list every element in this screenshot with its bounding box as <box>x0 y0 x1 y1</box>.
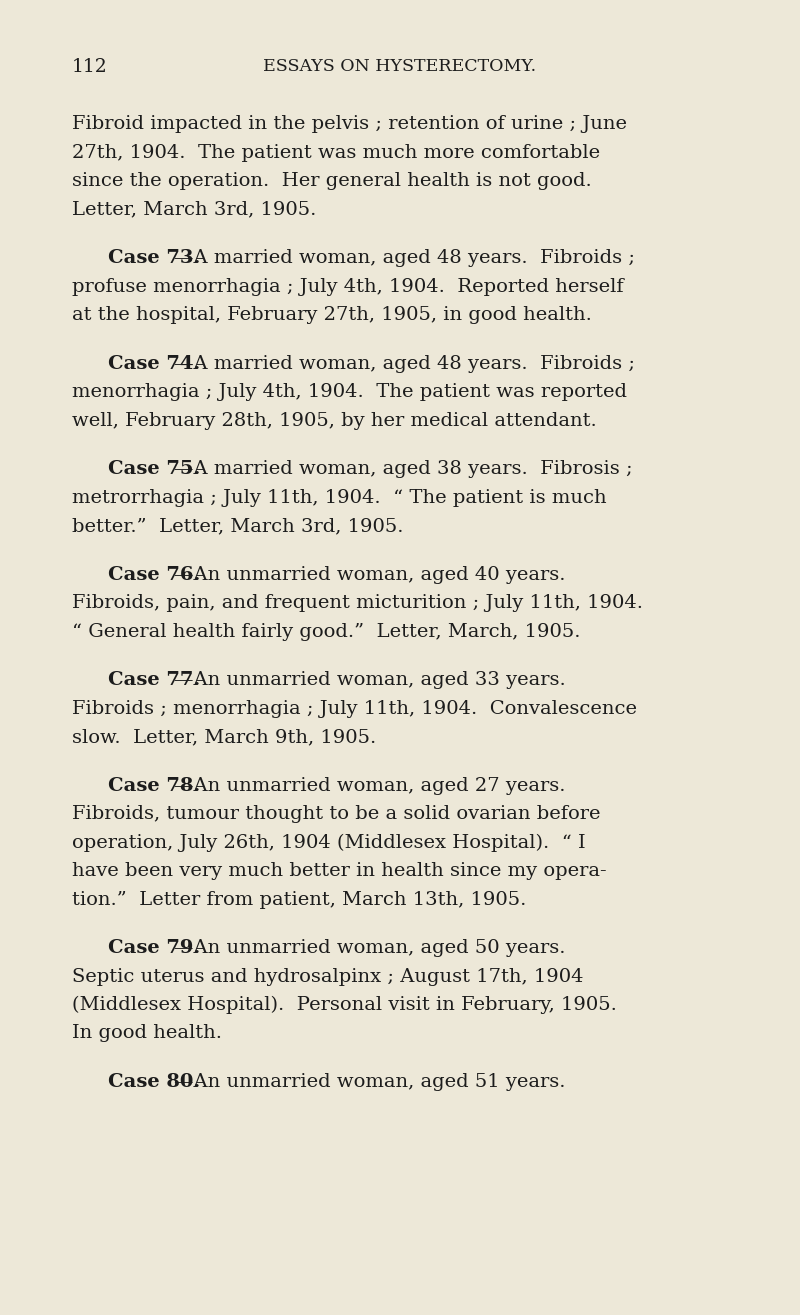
Text: since the operation.  Her general health is not good.: since the operation. Her general health … <box>72 172 592 189</box>
Text: profuse menorrhagia ; July 4th, 1904.  Reported herself: profuse menorrhagia ; July 4th, 1904. Re… <box>72 277 624 296</box>
Text: Case 76.: Case 76. <box>108 565 200 584</box>
Text: at the hospital, February 27th, 1905, in good health.: at the hospital, February 27th, 1905, in… <box>72 306 592 323</box>
Text: tion.”  Letter from patient, March 13th, 1905.: tion.” Letter from patient, March 13th, … <box>72 890 526 909</box>
Text: Case 77.: Case 77. <box>108 671 200 689</box>
Text: Case 80.: Case 80. <box>108 1073 200 1091</box>
Text: Fibroids ; menorrhagia ; July 11th, 1904.  Convalescence: Fibroids ; menorrhagia ; July 11th, 1904… <box>72 700 637 718</box>
Text: 27th, 1904.  The patient was much more comfortable: 27th, 1904. The patient was much more co… <box>72 143 600 162</box>
Text: operation, July 26th, 1904 (Middlesex Hospital).  “ I: operation, July 26th, 1904 (Middlesex Ho… <box>72 834 586 852</box>
Text: slow.  Letter, March 9th, 1905.: slow. Letter, March 9th, 1905. <box>72 729 376 746</box>
Text: Fibroids, tumour thought to be a solid ovarian before: Fibroids, tumour thought to be a solid o… <box>72 805 601 823</box>
Text: Case 78.: Case 78. <box>108 776 200 794</box>
Text: —An unmarried woman, aged 51 years.: —An unmarried woman, aged 51 years. <box>174 1073 566 1091</box>
Text: Fibroid impacted in the pelvis ; retention of urine ; June: Fibroid impacted in the pelvis ; retenti… <box>72 114 627 133</box>
Text: Case 74.: Case 74. <box>108 355 200 372</box>
Text: Case 75.: Case 75. <box>108 460 200 477</box>
Text: menorrhagia ; July 4th, 1904.  The patient was reported: menorrhagia ; July 4th, 1904. The patien… <box>72 383 627 401</box>
Text: better.”  Letter, March 3rd, 1905.: better.” Letter, March 3rd, 1905. <box>72 517 403 535</box>
Text: Septic uterus and hydrosalpinx ; August 17th, 1904: Septic uterus and hydrosalpinx ; August … <box>72 968 583 985</box>
Text: Fibroids, pain, and frequent micturition ; July 11th, 1904.: Fibroids, pain, and frequent micturition… <box>72 594 643 611</box>
Text: Case 73.: Case 73. <box>108 249 200 267</box>
Text: In good health.: In good health. <box>72 1024 222 1043</box>
Text: —A married woman, aged 48 years.  Fibroids ;: —A married woman, aged 48 years. Fibroid… <box>174 355 635 372</box>
Text: (Middlesex Hospital).  Personal visit in February, 1905.: (Middlesex Hospital). Personal visit in … <box>72 995 617 1014</box>
Text: —A married woman, aged 48 years.  Fibroids ;: —A married woman, aged 48 years. Fibroid… <box>174 249 635 267</box>
Text: 112: 112 <box>72 58 108 76</box>
Text: well, February 28th, 1905, by her medical attendant.: well, February 28th, 1905, by her medica… <box>72 412 597 430</box>
Text: ESSAYS ON HYSTERECTOMY.: ESSAYS ON HYSTERECTOMY. <box>263 58 537 75</box>
Text: Letter, March 3rd, 1905.: Letter, March 3rd, 1905. <box>72 200 316 218</box>
Text: —An unmarried woman, aged 27 years.: —An unmarried woman, aged 27 years. <box>174 776 566 794</box>
Text: metrorrhagia ; July 11th, 1904.  “ The patient is much: metrorrhagia ; July 11th, 1904. “ The pa… <box>72 488 606 506</box>
Text: —An unmarried woman, aged 33 years.: —An unmarried woman, aged 33 years. <box>174 671 566 689</box>
Text: —A married woman, aged 38 years.  Fibrosis ;: —A married woman, aged 38 years. Fibrosi… <box>174 460 633 477</box>
Text: —An unmarried woman, aged 50 years.: —An unmarried woman, aged 50 years. <box>174 939 566 957</box>
Text: have been very much better in health since my opera-: have been very much better in health sin… <box>72 863 606 880</box>
Text: Case 79.: Case 79. <box>108 939 200 957</box>
Text: “ General health fairly good.”  Letter, March, 1905.: “ General health fairly good.” Letter, M… <box>72 622 581 640</box>
Text: —An unmarried woman, aged 40 years.: —An unmarried woman, aged 40 years. <box>174 565 566 584</box>
